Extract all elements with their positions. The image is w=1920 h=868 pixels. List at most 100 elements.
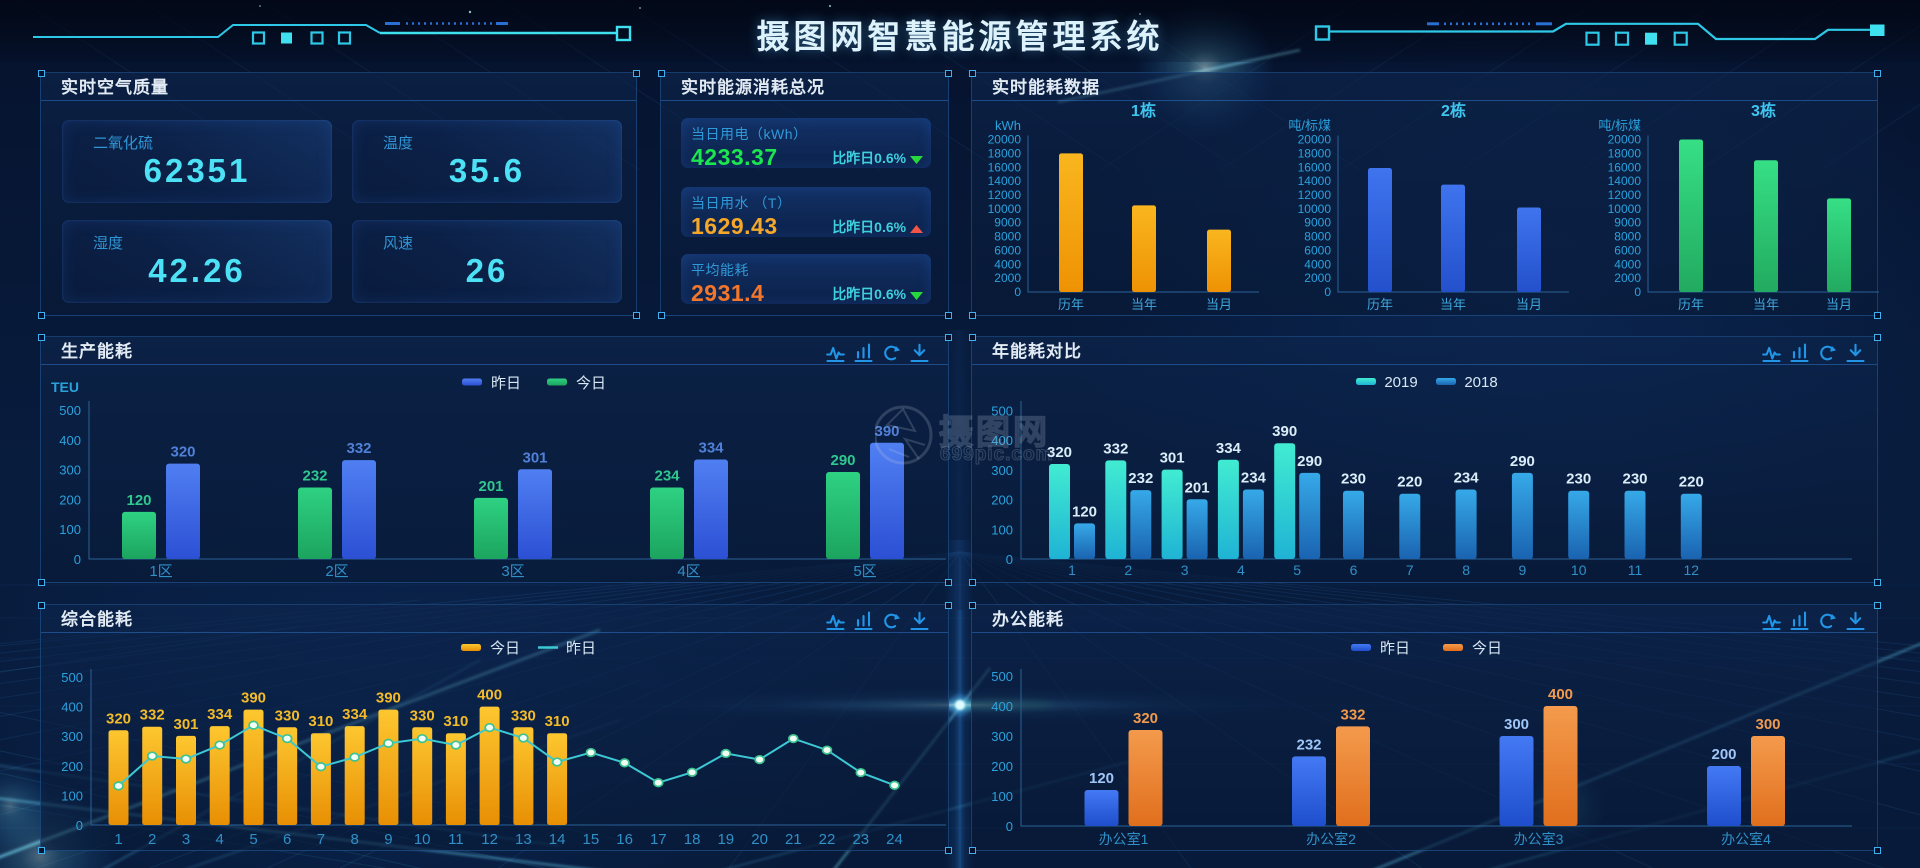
svg-text:200: 200 <box>61 759 83 774</box>
svg-text:234: 234 <box>1454 470 1480 487</box>
svg-text:18000: 18000 <box>1298 146 1332 160</box>
svg-text:7: 7 <box>317 831 325 848</box>
svg-text:8000: 8000 <box>1614 230 1641 244</box>
svg-text:300: 300 <box>61 729 83 744</box>
svg-text:今日: 今日 <box>1472 640 1502 657</box>
svg-text:0: 0 <box>1006 552 1013 567</box>
svg-text:6000: 6000 <box>1304 243 1331 257</box>
svg-text:200: 200 <box>1711 746 1736 763</box>
svg-text:400: 400 <box>61 700 83 715</box>
svg-text:330: 330 <box>410 707 435 724</box>
svg-text:6: 6 <box>283 831 291 848</box>
svg-text:1栋: 1栋 <box>1131 101 1156 120</box>
svg-text:400: 400 <box>477 687 502 704</box>
svg-text:7: 7 <box>1406 562 1414 578</box>
svg-text:500: 500 <box>61 670 83 685</box>
svg-text:4: 4 <box>216 831 224 848</box>
svg-text:10: 10 <box>1571 562 1587 578</box>
svg-text:330: 330 <box>275 707 300 724</box>
svg-text:320: 320 <box>170 444 195 461</box>
svg-text:400: 400 <box>59 433 81 448</box>
svg-text:2018: 2018 <box>1464 374 1497 391</box>
svg-text:320: 320 <box>106 710 131 727</box>
svg-text:232: 232 <box>302 468 327 485</box>
svg-text:100: 100 <box>61 788 83 803</box>
svg-text:334: 334 <box>342 706 368 723</box>
svg-text:5: 5 <box>1293 562 1301 578</box>
svg-text:4: 4 <box>1237 562 1245 578</box>
svg-text:16: 16 <box>616 831 633 848</box>
svg-text:1区: 1区 <box>149 563 172 580</box>
svg-text:234: 234 <box>654 468 680 485</box>
svg-text:21: 21 <box>785 831 802 848</box>
svg-text:200: 200 <box>59 492 81 507</box>
svg-text:3: 3 <box>1181 562 1189 578</box>
svg-text:310: 310 <box>308 713 333 730</box>
svg-text:历年: 历年 <box>1058 297 1084 312</box>
svg-text:332: 332 <box>140 707 165 724</box>
svg-text:14000: 14000 <box>1298 174 1332 188</box>
svg-text:334: 334 <box>207 706 233 723</box>
svg-text:0: 0 <box>1324 285 1331 299</box>
svg-text:332: 332 <box>1340 706 1365 723</box>
svg-text:0: 0 <box>76 818 83 833</box>
svg-text:办公室3: 办公室3 <box>1514 831 1564 847</box>
svg-text:230: 230 <box>1341 471 1366 488</box>
svg-text:当月: 当月 <box>1826 297 1852 312</box>
svg-text:10000: 10000 <box>988 202 1022 216</box>
svg-text:15: 15 <box>583 831 600 848</box>
svg-text:今日: 今日 <box>490 640 520 657</box>
svg-text:120: 120 <box>126 492 151 509</box>
svg-text:24: 24 <box>886 831 903 848</box>
svg-text:10000: 10000 <box>1298 202 1332 216</box>
svg-text:201: 201 <box>1185 479 1210 496</box>
svg-text:332: 332 <box>1103 440 1128 457</box>
svg-text:230: 230 <box>1622 471 1647 488</box>
svg-text:0: 0 <box>1014 285 1021 299</box>
svg-text:5: 5 <box>249 831 257 848</box>
svg-text:0: 0 <box>74 552 81 567</box>
svg-text:当月: 当月 <box>1516 297 1542 312</box>
svg-text:390: 390 <box>376 690 401 707</box>
svg-text:20000: 20000 <box>1298 133 1332 147</box>
svg-text:18000: 18000 <box>1608 146 1642 160</box>
svg-text:120: 120 <box>1072 503 1097 520</box>
svg-text:20000: 20000 <box>1608 133 1642 147</box>
svg-text:20000: 20000 <box>988 133 1022 147</box>
svg-text:232: 232 <box>1128 470 1153 487</box>
svg-text:办公室2: 办公室2 <box>1306 831 1356 847</box>
svg-text:12000: 12000 <box>988 188 1022 202</box>
svg-text:9000: 9000 <box>1304 216 1331 230</box>
svg-text:吨/标煤: 吨/标煤 <box>1288 118 1331 133</box>
svg-text:8000: 8000 <box>1304 230 1331 244</box>
svg-text:400: 400 <box>991 433 1013 448</box>
svg-text:昨日: 昨日 <box>491 375 521 392</box>
svg-text:办公室1: 办公室1 <box>1099 831 1149 847</box>
svg-text:18000: 18000 <box>988 146 1022 160</box>
svg-text:4000: 4000 <box>994 257 1021 271</box>
svg-text:2019: 2019 <box>1384 374 1417 391</box>
svg-text:390: 390 <box>1272 423 1297 440</box>
svg-text:6: 6 <box>1350 562 1358 578</box>
svg-text:16000: 16000 <box>1298 160 1332 174</box>
svg-text:2区: 2区 <box>325 563 348 580</box>
svg-text:2: 2 <box>1124 562 1132 578</box>
svg-text:2: 2 <box>148 831 156 848</box>
svg-text:4000: 4000 <box>1614 257 1641 271</box>
svg-text:120: 120 <box>1089 770 1114 787</box>
svg-text:320: 320 <box>1047 444 1072 461</box>
svg-text:200: 200 <box>991 493 1013 508</box>
svg-text:390: 390 <box>241 690 266 707</box>
svg-text:办公室4: 办公室4 <box>1721 831 1771 847</box>
svg-text:13: 13 <box>515 831 532 848</box>
svg-text:kWh: kWh <box>995 118 1021 133</box>
svg-text:220: 220 <box>1679 474 1704 491</box>
svg-text:230: 230 <box>1566 471 1591 488</box>
svg-text:300: 300 <box>59 463 81 478</box>
svg-text:400: 400 <box>1548 686 1573 703</box>
svg-text:2000: 2000 <box>1614 271 1641 285</box>
svg-text:6000: 6000 <box>1614 243 1641 257</box>
svg-text:当年: 当年 <box>1131 297 1157 312</box>
svg-text:320: 320 <box>1133 710 1158 727</box>
svg-text:310: 310 <box>545 713 570 730</box>
